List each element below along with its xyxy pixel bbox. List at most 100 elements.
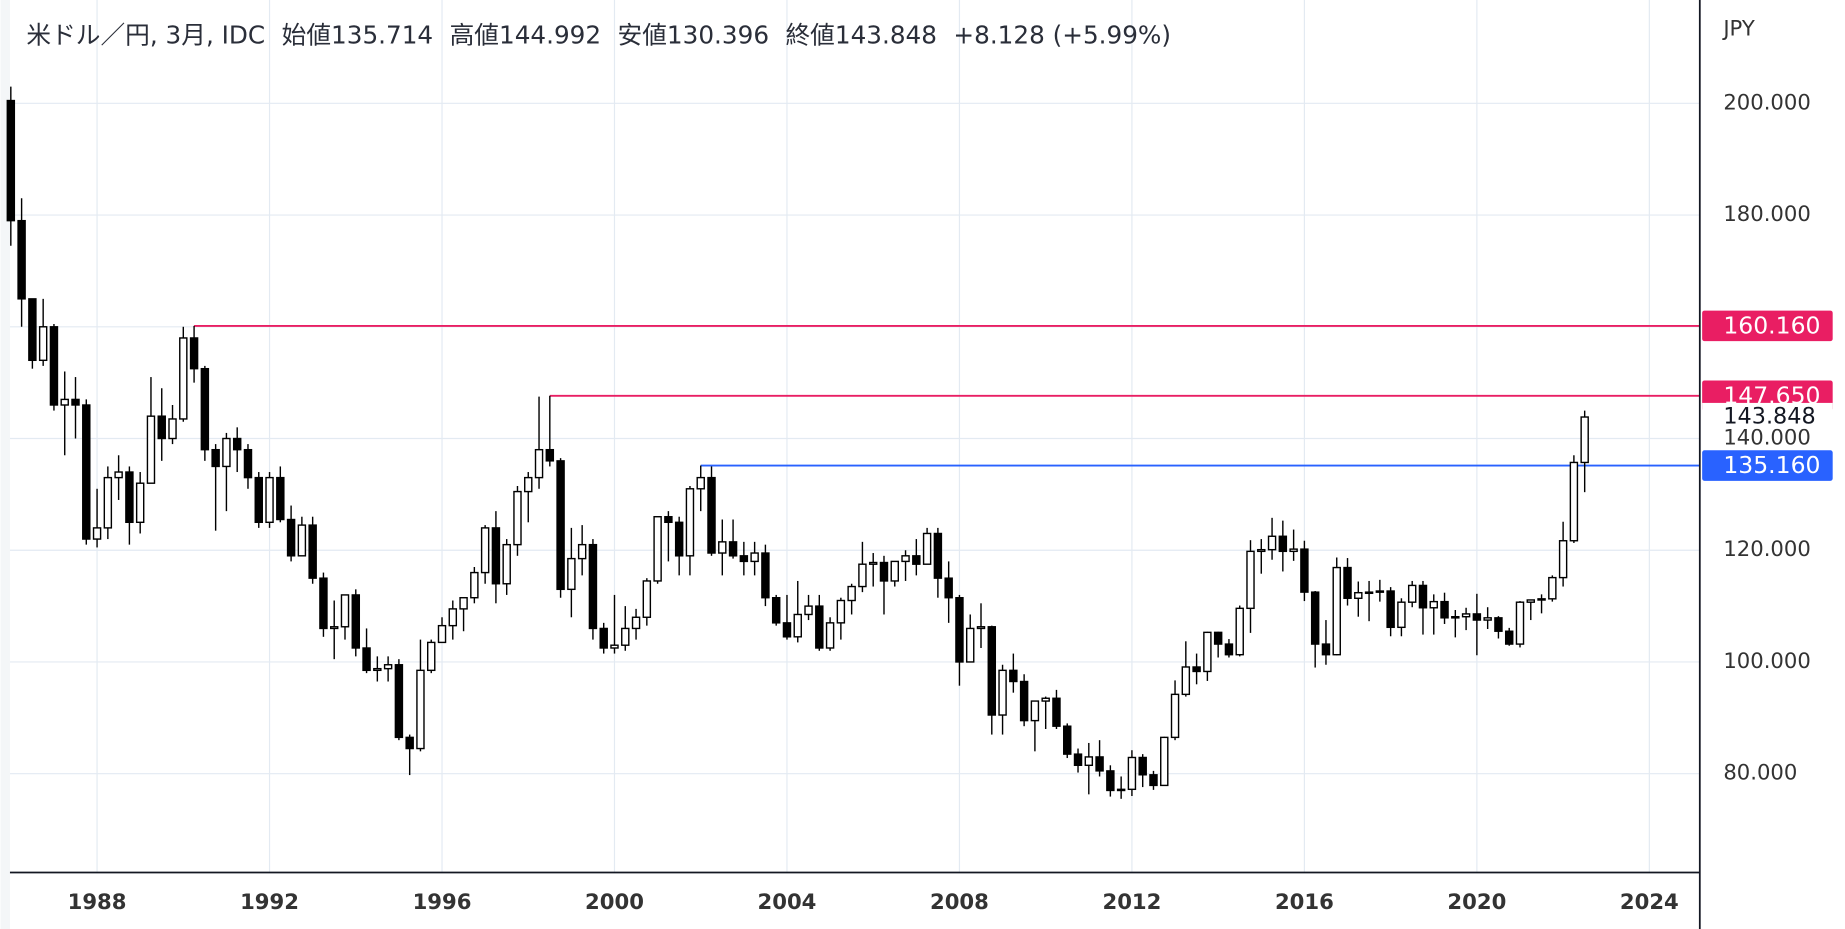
candle-body [1364,591,1374,595]
candle-body [1149,774,1158,787]
candle-body [1397,601,1406,629]
candle-body [1052,697,1061,727]
x-tick-label: 2016 [1275,889,1334,914]
candle-body [1235,607,1244,656]
candle-body [1321,643,1331,656]
candle-body [1504,630,1514,645]
candle-body [1300,548,1309,593]
candle-body [879,561,889,582]
candle-body [329,626,339,630]
candle-body [1526,599,1536,603]
header-value: 144.992 [499,20,601,49]
candle-body [383,664,393,670]
candle-body [1106,770,1115,792]
candle-body [179,337,188,420]
candle-body [1289,548,1298,553]
price-tag [1702,310,1833,342]
candle-body [297,524,307,557]
candle-body [955,597,964,663]
candle-body [28,298,37,362]
candle-body [1073,753,1083,767]
candle-body [750,552,759,563]
candle-body [524,476,533,493]
candle-body [146,415,156,484]
x-tick-label: 2000 [585,889,644,914]
x-tick-label: 1992 [240,889,299,914]
candle-body [825,622,835,649]
candle-body [6,99,16,222]
candle-body [1407,584,1417,603]
candle-body [1451,616,1460,619]
candle-body [901,555,910,563]
price-lines [194,324,1700,467]
header-label: 安値 [618,20,667,49]
x-tick-label: 2024 [1620,889,1679,914]
candle-body [793,613,802,638]
candle-body [513,490,522,546]
candle-body [308,524,317,579]
candle-body [836,599,846,624]
axes: 80.000100.000120.000140.000160.000180.00… [68,89,1833,914]
grid [9,0,1700,873]
candle-body [1224,643,1234,656]
candle-body [782,622,792,638]
candle-body [394,664,404,739]
candle-body [49,326,59,406]
candle-body [114,471,123,479]
candle-body [739,555,749,563]
y-tick-label: 200.000 [1723,89,1811,114]
candle-body [685,488,695,557]
candle-body [1386,590,1395,629]
candle-body [286,518,296,557]
candle-body [664,516,673,524]
candle-body [1483,617,1492,621]
candle-body [103,476,113,529]
candle-body [653,516,662,582]
candle-body [1138,756,1147,776]
last-price-label: 143.848 [1723,404,1815,430]
candle-body [1548,576,1557,600]
candle-body [1084,756,1094,767]
candle-body [1063,725,1072,755]
candle-body [771,597,781,624]
candle-body [1116,788,1126,792]
candle-body [211,448,220,468]
candle-body [437,624,447,644]
x-tick-label: 2004 [758,889,817,914]
candle-body [718,541,727,554]
candle-body [82,404,91,540]
candle-body [1515,601,1525,645]
candle-body [545,448,555,462]
candle-body [987,626,997,716]
candle-body [427,641,436,672]
candle-body [804,605,813,616]
header-value: 130.396 [667,20,769,49]
candle-body [1332,566,1341,656]
header: 米ドル／円, 3月, IDC 始値135.714 高値144.992 安値130.39… [26,20,1171,49]
candle-body [1257,548,1266,553]
candle-body [340,594,350,628]
x-tick-label: 2008 [930,889,989,914]
candle-body [1429,600,1438,609]
header-label: 始値 [282,20,331,49]
candle-body [373,667,382,672]
x-tick-label: 1996 [413,889,472,914]
y-tick-label: 120.000 [1723,536,1811,561]
candle-body [1558,540,1568,579]
candle-body [1343,566,1352,599]
price-tag-label: 135.160 [1723,451,1820,479]
candle-body [577,543,587,560]
candle-body [556,460,565,591]
candle-body [470,571,479,599]
candle-body [858,563,867,588]
candle-body [998,669,1007,716]
candle-body [1019,680,1029,722]
y-tick-label: 80.000 [1723,760,1797,785]
candle-body [71,398,80,406]
candle-body [922,532,932,565]
candle-body [1580,416,1589,464]
candle-body [1569,461,1579,542]
candle-body [588,543,598,630]
candle-body [416,669,425,750]
candle-body [157,415,166,440]
